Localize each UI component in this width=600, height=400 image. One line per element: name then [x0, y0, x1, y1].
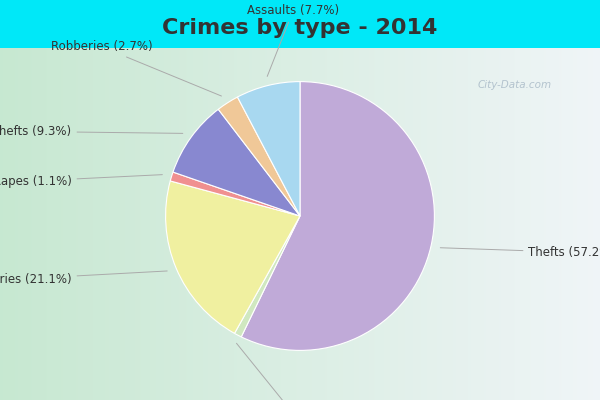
Text: Crimes by type - 2014: Crimes by type - 2014 [163, 18, 437, 38]
Wedge shape [166, 181, 300, 333]
Wedge shape [218, 97, 300, 216]
Wedge shape [238, 82, 300, 216]
Text: Assaults (7.7%): Assaults (7.7%) [247, 4, 340, 76]
Wedge shape [170, 172, 300, 216]
Wedge shape [235, 216, 300, 337]
Text: City-Data.com: City-Data.com [478, 80, 552, 90]
Text: Auto thefts (9.3%): Auto thefts (9.3%) [0, 125, 183, 138]
Text: Robberies (2.7%): Robberies (2.7%) [50, 40, 221, 96]
Text: Thefts (57.2%): Thefts (57.2%) [440, 246, 600, 259]
Text: Arson (0.9%): Arson (0.9%) [236, 343, 332, 400]
Wedge shape [173, 109, 300, 216]
Text: Rapes (1.1%): Rapes (1.1%) [0, 174, 163, 188]
Wedge shape [241, 82, 434, 350]
Text: Burglaries (21.1%): Burglaries (21.1%) [0, 271, 167, 286]
